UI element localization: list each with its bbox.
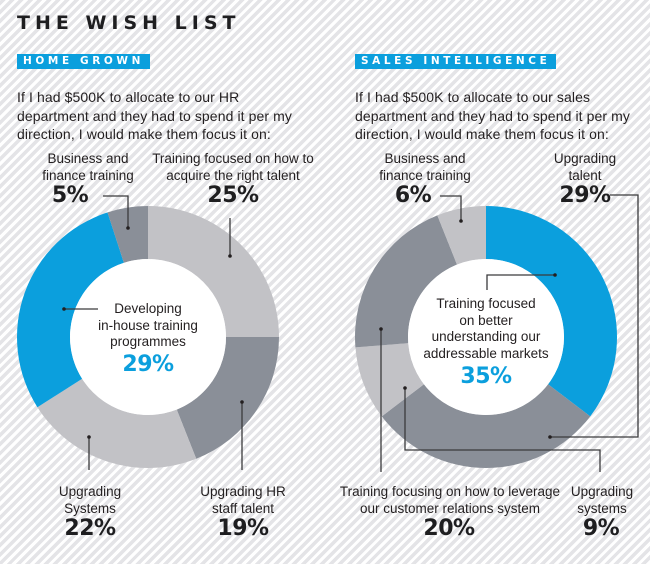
leader-dot xyxy=(553,273,557,277)
donut-slice-training-focused-on-how-to-acquire-the-right-talent xyxy=(148,206,279,337)
intro-text-home-grown: If I had $500K to allocate to our HR dep… xyxy=(17,88,292,144)
label-line: systems xyxy=(577,500,627,516)
donut-slice-upgrading-systems xyxy=(37,378,197,468)
donut-center-hole xyxy=(70,259,226,415)
page-title: THE WISH LIST xyxy=(17,12,241,34)
label-line: understanding our xyxy=(431,329,541,344)
leader-dot xyxy=(379,327,383,331)
label-line: talent xyxy=(568,167,602,183)
donut-slice-upgrading-hr-staff-talent xyxy=(176,337,279,459)
label-line: Training focused xyxy=(436,296,536,311)
label-upgrading-talent: Upgrading talent xyxy=(530,151,640,184)
donut-slice-upgrading-systems xyxy=(355,343,424,417)
value-acquire-talent: 25% xyxy=(207,183,259,208)
label-line: Training focused on how to xyxy=(152,151,314,166)
label-inhouse-training: Developing in-house training programmes xyxy=(78,301,218,351)
donut-sales-intelligence xyxy=(355,206,618,469)
label-line: finance training xyxy=(42,167,134,183)
label-hr-staff-talent: Upgrading HR staff talent xyxy=(185,484,301,517)
leader-line-business-finance-right xyxy=(440,195,462,221)
leader-dot xyxy=(87,435,91,439)
donut-center-hole xyxy=(408,259,564,415)
value-upgrading-talent: 29% xyxy=(559,183,611,208)
label-line: our customer relations system xyxy=(359,500,541,516)
label-crm-system: Training focusing on how to leverage our… xyxy=(330,484,570,517)
leader-dot xyxy=(62,307,66,311)
intro-line: direction, I would make them focus it on… xyxy=(355,126,609,142)
value-inhouse-training: 29% xyxy=(122,352,174,377)
label-line: acquire the right talent xyxy=(166,167,300,183)
value-upgrading-systems-left: 22% xyxy=(64,516,116,541)
leader-dot xyxy=(228,254,232,258)
intro-line: If I had $500K to allocate to our HR xyxy=(17,89,240,105)
value-upgrading-systems-right: 9% xyxy=(582,516,620,541)
label-line: Systems xyxy=(64,500,116,516)
label-upgrading-systems-left: Upgrading Systems xyxy=(40,484,140,517)
intro-line: department and they had to spend it per … xyxy=(17,107,293,124)
label-line: in-house training xyxy=(98,317,198,333)
label-addressable-markets: Training focused on better understanding… xyxy=(411,296,561,362)
section-tag-home-grown: HOME GROWN xyxy=(17,54,150,69)
label-business-finance-right: Business and finance training xyxy=(357,151,493,184)
leader-lines xyxy=(62,194,639,472)
leader-dot xyxy=(240,400,244,404)
donut-home-grown xyxy=(17,206,279,468)
leader-line-business-finance-left xyxy=(103,195,129,228)
intro-line: direction, I would make them focus it on… xyxy=(17,126,271,142)
value-addressable-markets: 35% xyxy=(460,364,512,389)
leader-dot xyxy=(459,219,463,223)
label-line: Business and xyxy=(384,151,466,166)
donut-slice-developing-in-house-training-programmes xyxy=(17,212,124,408)
label-line: staff talent xyxy=(211,500,275,516)
label-line: Upgrading xyxy=(58,484,122,499)
leader-dot xyxy=(548,435,552,439)
label-line: Upgrading HR xyxy=(200,484,286,499)
label-acquire-talent: Training focused on how to acquire the r… xyxy=(145,151,321,184)
label-line: finance training xyxy=(379,167,471,183)
section-tag-sales-intelligence: SALES INTELLIGENCE xyxy=(355,54,557,69)
leader-line-upgrading-talent xyxy=(550,194,639,438)
donut-slice-business-and-finance-training xyxy=(437,206,486,265)
label-line: Business and xyxy=(47,151,129,166)
leader-line-markets xyxy=(486,274,555,290)
intro-line: If I had $500K to allocate to our sales xyxy=(355,89,591,105)
donut-slice-business-and-finance-training xyxy=(107,206,148,263)
label-business-finance-left: Business and finance training xyxy=(20,151,156,184)
label-line: Upgrading xyxy=(570,484,634,499)
label-line: Upgrading xyxy=(553,151,617,166)
label-line: on better xyxy=(459,312,513,328)
label-line: addressable markets xyxy=(423,345,549,361)
label-line: Training focusing on how to leverage xyxy=(339,484,561,499)
label-line: programmes xyxy=(110,334,186,349)
donut-slice-training-focusing-on-how-to-leverage-our-customer-relations-system xyxy=(355,215,458,348)
donut-slice-upgrading-talent xyxy=(381,384,591,469)
leader-line-upgrading-systems-right xyxy=(404,388,601,472)
value-business-finance-left: 5% xyxy=(51,183,89,208)
intro-line: department and they had to spend it per … xyxy=(355,107,631,124)
label-line: Developing xyxy=(114,301,182,316)
donut-slice-training-focused-on-better-understanding-our-addressable-markets xyxy=(486,206,618,417)
leader-dot xyxy=(126,226,130,230)
intro-text-sales-intelligence: If I had $500K to allocate to our sales … xyxy=(355,88,630,144)
value-hr-staff-talent: 19% xyxy=(217,516,269,541)
leader-dot xyxy=(403,386,407,390)
label-upgrading-systems-right: Upgrading systems xyxy=(564,484,640,517)
value-business-finance-right: 6% xyxy=(394,183,432,208)
value-crm-system: 20% xyxy=(423,516,475,541)
